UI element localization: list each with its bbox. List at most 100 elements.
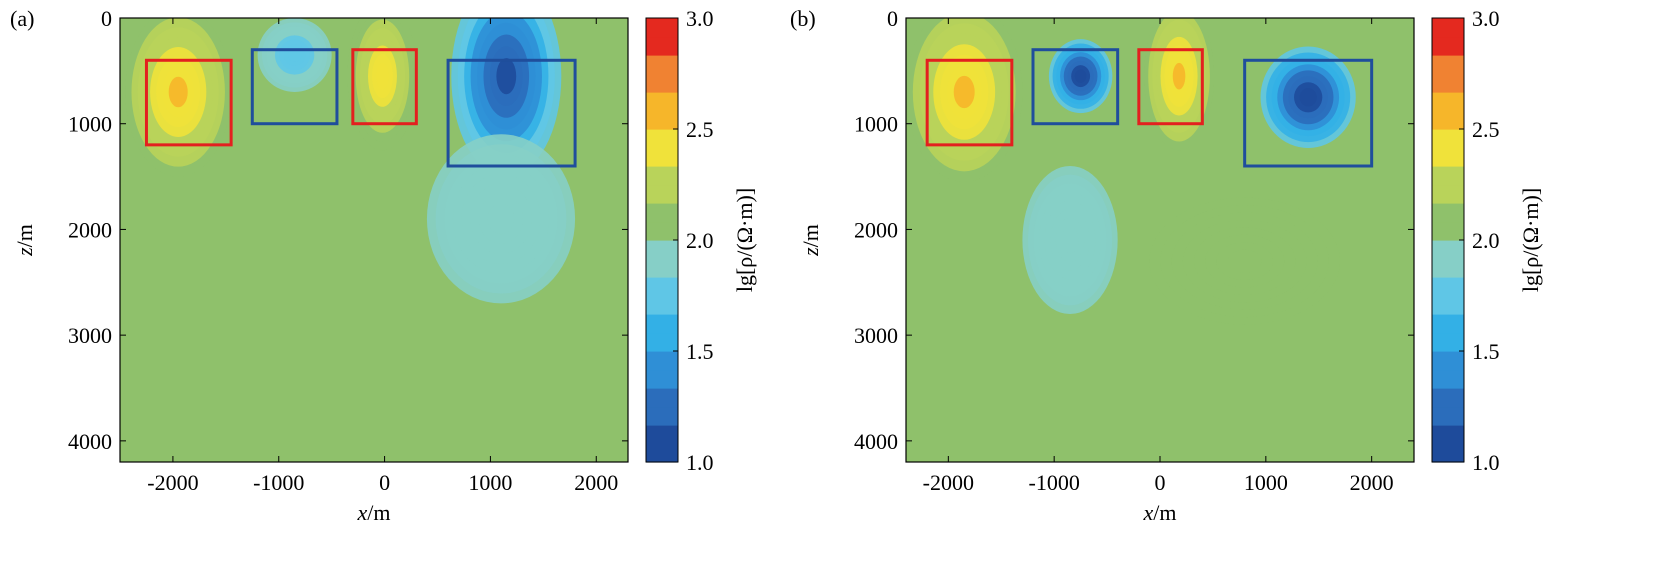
colorbar-tick-label: 1.0: [686, 450, 714, 475]
colorbar-tick-label: 3.0: [686, 6, 714, 31]
conductor-box: [446, 58, 577, 168]
anomaly-contour: [1299, 88, 1317, 107]
colorbar-step: [1432, 203, 1464, 223]
x-axis-var: x: [1143, 500, 1154, 525]
colorbar-step: [1432, 18, 1464, 38]
colorbar-step: [1432, 425, 1464, 445]
x-tick-label: 1000: [1244, 470, 1288, 495]
plot-frame: [119, 17, 629, 463]
colorbar-step: [1432, 443, 1464, 463]
colorbar-step: [1432, 332, 1464, 352]
anomaly-contour: [496, 58, 517, 95]
panel-a: (a) -2000 -1000 0 1000 2000 0 1000 2000 3000 4000 x…: [10, 6, 757, 525]
colorbar-step: [646, 73, 678, 93]
colorbar-step: [1432, 129, 1464, 149]
anomaly-contour: [487, 203, 515, 235]
resistor-box: [1137, 48, 1204, 126]
colorbar-tick-label: 1.5: [1472, 339, 1500, 364]
colorbar-step: [1432, 388, 1464, 408]
colorbar-step: [1432, 55, 1464, 75]
colorbar-step: [1432, 184, 1464, 204]
y-tick-label: 3000: [854, 323, 898, 348]
colorbar-step: [646, 258, 678, 278]
colorbar-step: [646, 18, 678, 38]
anomaly: [1048, 39, 1113, 114]
anomaly-contour: [287, 48, 302, 62]
x-tick-label: 0: [379, 470, 390, 495]
resistor-box: [144, 58, 233, 147]
x-tick-label: 0: [1155, 470, 1166, 495]
x-axis-unit: /m: [367, 500, 390, 525]
anomaly: [257, 18, 332, 92]
anomaly-contour: [376, 62, 389, 90]
colorbar-step: [646, 147, 678, 167]
y-tick-label: 2000: [68, 217, 112, 242]
x-tick-label: 1000: [468, 470, 512, 495]
anomaly-contour: [1061, 226, 1079, 254]
anomaly-contour: [1172, 62, 1186, 90]
colorbar-step: [646, 110, 678, 130]
anomaly-contour: [1074, 69, 1087, 83]
colorbar-label: lg[ρ/(Ω·m)]: [732, 188, 757, 292]
y-tick-label: 0: [887, 6, 898, 31]
colorbar-step: [646, 295, 678, 315]
y-axis-unit: /m: [12, 224, 37, 247]
x-tick-label: -2000: [923, 470, 974, 495]
panel-label: (b): [790, 6, 816, 31]
colorbar-step: [646, 36, 678, 56]
colorbar-step: [646, 388, 678, 408]
colorbar-step: [1432, 36, 1464, 56]
colorbar-step: [646, 203, 678, 223]
resistivity-field: [120, 18, 628, 462]
anomaly: [1149, 197, 1340, 325]
resistor-box: [925, 58, 1014, 147]
x-tick-label: -2000: [147, 470, 198, 495]
colorbar-step: [1432, 406, 1464, 426]
colorbar-step: [646, 92, 678, 112]
colorbar-step: [1432, 277, 1464, 297]
colorbar-step: [646, 406, 678, 426]
colorbar-step: [646, 184, 678, 204]
colorbar-tick-label: 1.0: [1472, 450, 1500, 475]
x-tick-label: 2000: [1350, 470, 1394, 495]
colorbar-step: [646, 166, 678, 186]
y-axis-var: z: [798, 247, 823, 257]
colorbar-step: [1432, 351, 1464, 371]
colorbar-tick-label: 2.0: [686, 228, 714, 253]
x-axis-label: x/m: [1143, 500, 1177, 525]
conductor-box: [1243, 58, 1374, 168]
y-tick-label: 4000: [68, 429, 112, 454]
colorbar-step: [646, 129, 678, 149]
colorbar-tick-label: 2.0: [1472, 228, 1500, 253]
y-tick-label: 4000: [854, 429, 898, 454]
colorbar-step: [1432, 147, 1464, 167]
colorbar-tick-label: 1.5: [686, 339, 714, 364]
colorbar-step: [1432, 295, 1464, 315]
y-axis-label: z/m: [12, 224, 37, 257]
colorbar-step: [646, 351, 678, 371]
colorbar: 1.0 1.5 2.0 2.5 3.0 lg[ρ/(Ω·m)]: [645, 6, 757, 475]
anomaly: [347, 18, 418, 151]
y-axis-unit: /m: [798, 224, 823, 247]
x-axis-unit: /m: [1153, 500, 1176, 525]
colorbar-step: [646, 314, 678, 334]
anomaly: [426, 134, 576, 304]
colorbar-step: [646, 425, 678, 445]
x-tick-label: 2000: [574, 470, 618, 495]
colorbar-step: [1432, 110, 1464, 130]
anomaly-contour: [168, 76, 188, 108]
conductor-box: [1031, 48, 1120, 126]
anomaly: [125, 18, 232, 177]
colorbar-step: [646, 369, 678, 389]
colorbar: 1.0 1.5 2.0 2.5 3.0 lg[ρ/(Ω·m)]: [1431, 6, 1543, 475]
colorbar-step: [1432, 258, 1464, 278]
colorbar-tick-label: 2.5: [686, 117, 714, 142]
conductor-box: [250, 48, 339, 126]
x-tick-label: -1000: [1029, 470, 1080, 495]
resistor-box: [351, 48, 418, 126]
colorbar-step: [1432, 369, 1464, 389]
panel-label: (a): [10, 6, 34, 31]
x-tick-label: -1000: [253, 470, 304, 495]
colorbar-step: [646, 332, 678, 352]
